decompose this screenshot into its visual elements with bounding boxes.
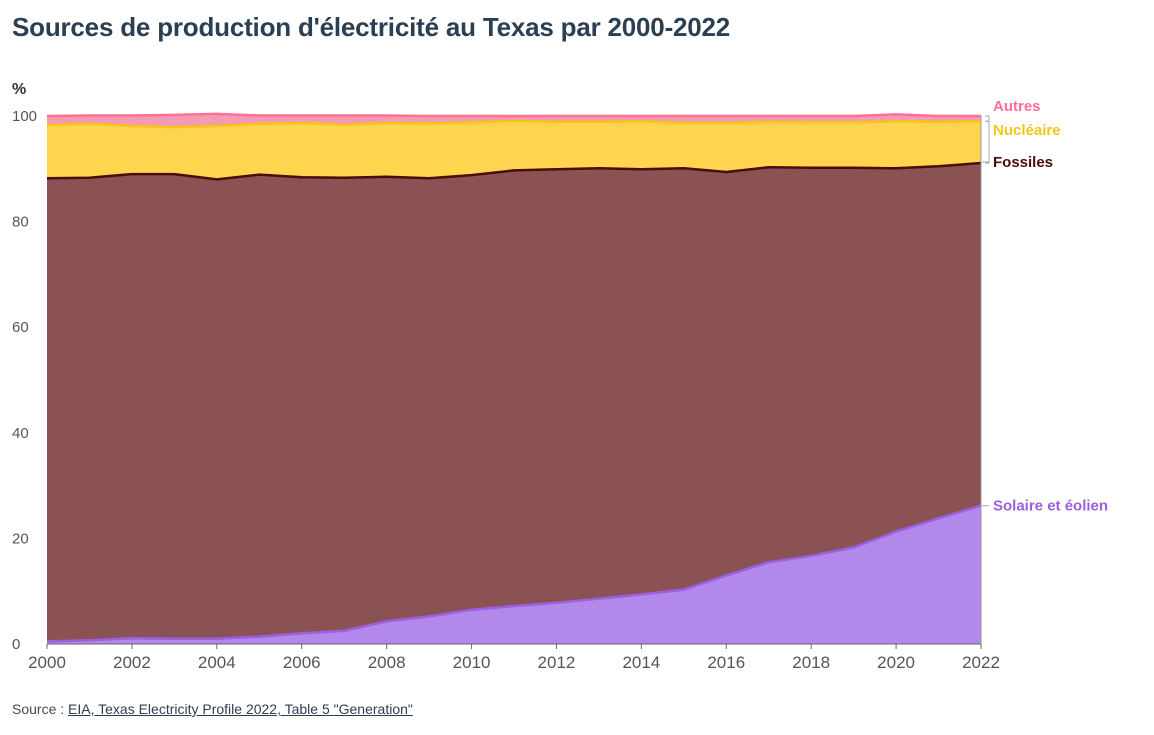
- area-solaire-et-olien: [47, 505, 981, 644]
- series-label: Nucléaire: [993, 122, 1061, 139]
- source-prefix: Source :: [12, 701, 65, 717]
- series-label: Autres: [993, 98, 1041, 115]
- area-fossiles: [47, 163, 981, 642]
- x-tick-label: 2014: [622, 653, 660, 672]
- x-tick-label: 2004: [198, 653, 236, 672]
- series-label: Solaire et éolien: [993, 498, 1108, 515]
- y-tick-label: 60: [12, 319, 29, 336]
- x-tick-label: 2018: [792, 653, 830, 672]
- x-tick-label: 2002: [113, 653, 151, 672]
- label-bracket: [985, 115, 990, 122]
- line-fossiles: [46, 161, 982, 181]
- y-tick-label: 20: [12, 530, 29, 547]
- x-tick-label: 2022: [962, 653, 1000, 672]
- line-nucl-aire: [46, 119, 982, 129]
- axes: 0 20 40 60 80 100 2000 2002 2004 2006 2008 2010 2012…: [12, 108, 1000, 672]
- y-tick-label: 80: [12, 214, 29, 231]
- stacked-areas: [47, 113, 981, 644]
- x-tick-label: 2000: [28, 653, 66, 672]
- y-axis-label: %: [12, 81, 26, 98]
- label-bracket: [985, 120, 990, 164]
- x-tick-label: 2012: [538, 653, 576, 672]
- series-lines: [46, 112, 982, 643]
- line-autres: [46, 112, 981, 118]
- x-tick-label: 2010: [453, 653, 491, 672]
- x-tick-label: 2020: [877, 653, 915, 672]
- area-nucl-aire: [47, 120, 981, 180]
- chart-title: Sources de production d'électricité au T…: [12, 12, 731, 42]
- x-tick-label: 2006: [283, 653, 321, 672]
- series-label: Fossiles: [993, 154, 1053, 171]
- x-tick-label: 2016: [707, 653, 745, 672]
- y-tick-label: 40: [12, 425, 29, 442]
- x-tick-label: 2008: [368, 653, 406, 672]
- end-labels: Autres Nucléaire Fossiles Solaire et éolien: [982, 98, 1108, 515]
- source-link[interactable]: EIA, Texas Electricity Profile 2022, Tab…: [68, 701, 413, 717]
- line-solaire-et-olien: [46, 504, 982, 643]
- source-note: Source : EIA, Texas Electricity Profile …: [12, 701, 413, 717]
- y-tick-label: 0: [12, 636, 20, 653]
- y-tick-label: 100: [12, 108, 37, 125]
